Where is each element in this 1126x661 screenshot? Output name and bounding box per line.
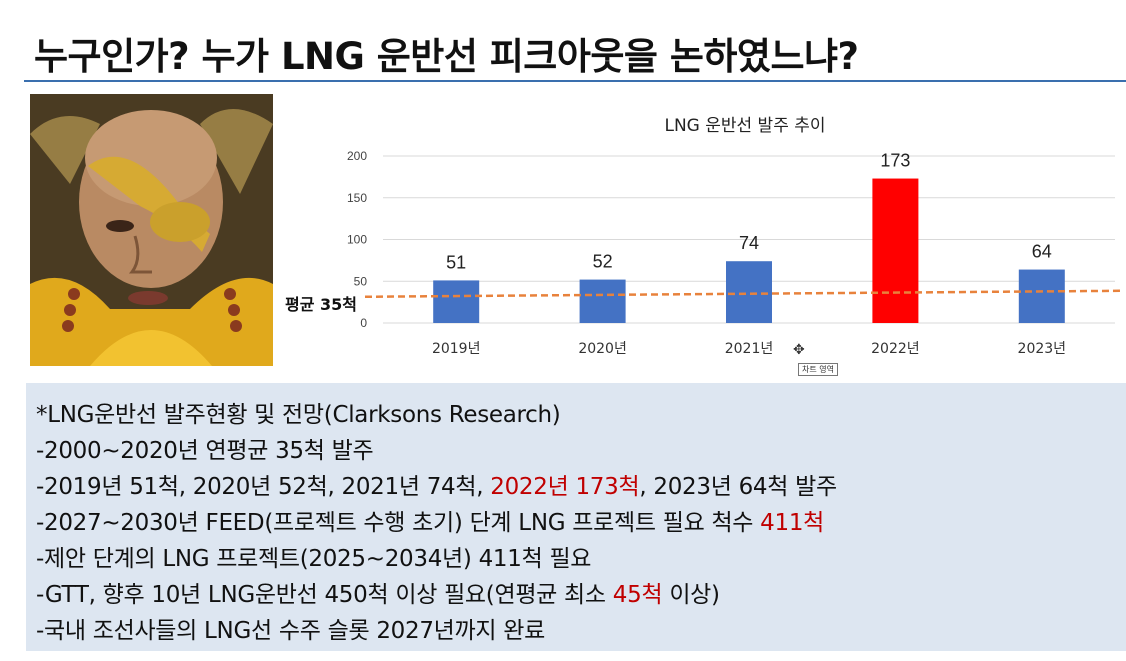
highlight-text: 411척: [760, 510, 825, 536]
category-label: 2023년: [1018, 341, 1067, 357]
info-text: -2027~2030년 FEED(프로젝트 수행 초기) 단계 LNG 프로젝트…: [36, 510, 761, 536]
data-label: 173: [880, 151, 910, 171]
category-label: 2020년: [578, 341, 627, 357]
category-label: 2021년: [725, 341, 774, 357]
highlight-text: 45척: [612, 582, 663, 608]
chart-tooltip: 차트 영역: [798, 363, 838, 376]
info-line: -2027~2030년 FEED(프로젝트 수행 초기) 단계 LNG 프로젝트…: [36, 503, 824, 537]
chart-svg: LNG 운반선 발주 추이 0 50 100 150 200 51 2019년 52 2020…: [347, 116, 1124, 357]
data-label: 64: [1032, 242, 1052, 262]
info-line: -제안 단계의 LNG 프로젝트(2025~2034년) 411척 필요: [36, 546, 592, 572]
y-tick-label: 100: [347, 233, 367, 247]
info-line: -국내 조선사들의 LNG선 수주 슬롯 2027년까지 완료: [36, 618, 545, 644]
info-line: *LNG운반선 발주현황 및 전망(Clarksons Research): [36, 402, 561, 428]
data-label: 51: [446, 252, 466, 272]
info-text: -GTT, 향후 10년 LNG운반선 450척 이상 필요(연평균 최소: [36, 582, 613, 608]
data-label: 52: [593, 252, 613, 272]
y-tick-label: 50: [354, 274, 368, 288]
bar-2020년[interactable]: [579, 279, 626, 323]
portrait-photo: [30, 94, 273, 366]
title-underline: [24, 80, 1126, 82]
bar-2023년[interactable]: [1018, 269, 1065, 323]
average-line: [364, 289, 1124, 299]
info-box: *LNG운반선 발주현황 및 전망(Clarksons Research) -20…: [26, 383, 1126, 651]
average-label: 평균 35척: [285, 295, 357, 314]
bar-2019년[interactable]: [433, 280, 480, 323]
info-text: -2019년 51척, 2020년 52척, 2021년 74척,: [36, 474, 491, 500]
y-tick-label: 0: [360, 316, 367, 330]
info-line: -2000~2020년 연평균 35척 발주: [36, 438, 374, 464]
y-tick-label: 200: [347, 149, 367, 163]
info-line: -GTT, 향후 10년 LNG운반선 450척 이상 필요(연평균 최소 45…: [36, 575, 720, 609]
info-text: , 2023년 64척 발주: [639, 474, 837, 500]
slide-title: 누구인가? 누가 LNG 운반선 피크아웃을 논하였느냐?: [34, 35, 859, 78]
category-label: 2019년: [432, 341, 481, 357]
cursor-icon: ✥: [793, 342, 805, 358]
y-tick-label: 150: [347, 191, 367, 205]
info-text: 이상): [662, 582, 720, 608]
info-line: -2019년 51척, 2020년 52척, 2021년 74척, 2022년 …: [36, 467, 837, 501]
category-label: 2022년: [871, 341, 920, 357]
chart-title: LNG 운반선 발주 추이: [664, 116, 825, 136]
bar-2021년[interactable]: [726, 261, 772, 323]
bar-2022년[interactable]: [872, 178, 919, 323]
highlight-text: 2022년 173척: [490, 474, 640, 500]
chart-area[interactable]: LNG 운반선 발주 추이 0 50 100 150 200 51 2019년 52 2020…: [285, 98, 1126, 378]
data-label: 74: [739, 233, 759, 253]
